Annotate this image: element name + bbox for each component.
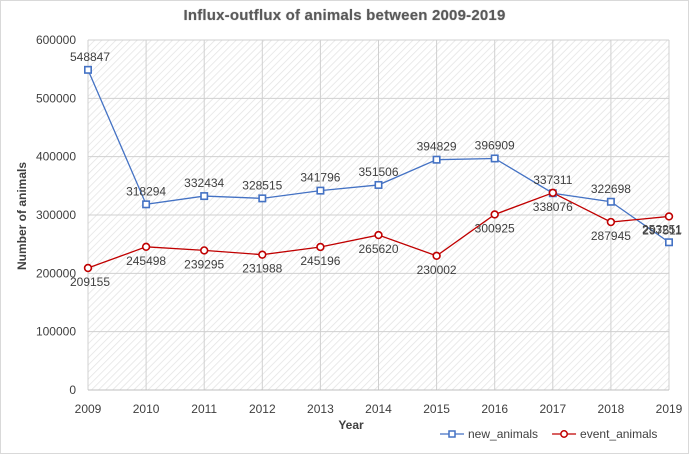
data-label: 230002 <box>417 263 457 277</box>
data-point-event_animals <box>316 242 325 252</box>
data-point-event_animals <box>664 212 674 221</box>
data-point-event_animals <box>374 230 383 240</box>
data-point-event_animals <box>490 210 499 219</box>
x-tick-label: 2010 <box>133 402 160 416</box>
data-label: 332434 <box>184 176 224 190</box>
data-point-new_animals <box>490 154 499 163</box>
x-tick-label: 2015 <box>423 402 450 416</box>
x-tick-label: 2012 <box>249 402 276 416</box>
legend-marker <box>448 430 456 438</box>
data-labels: 548847 318294 332434 328515 341796 351506 3948… <box>70 50 682 289</box>
legend: new_animals event_animals <box>440 427 657 441</box>
data-label: 209155 <box>70 275 110 289</box>
y-axis-ticks: 0 100000 200000 300000 400000 500000 600000 <box>36 33 76 397</box>
data-point-event_animals <box>606 217 616 227</box>
data-label: 318294 <box>126 184 166 198</box>
data-label: 337311 <box>533 173 572 187</box>
y-tick-label: 0 <box>69 383 76 397</box>
x-axis-ticks: 2009 2010 2011 2012 2013 2014 2015 2016 2017 2018… <box>75 402 683 416</box>
series-markers <box>83 65 674 273</box>
data-label: 245498 <box>126 254 166 268</box>
data-label: 394829 <box>417 140 457 154</box>
data-point-new_animals <box>316 186 325 195</box>
y-tick-label: 200000 <box>36 266 76 280</box>
y-tick-label: 400000 <box>36 150 76 164</box>
data-point-new_animals <box>200 192 209 201</box>
data-point-new_animals <box>606 197 615 206</box>
x-tick-label: 2018 <box>598 402 625 416</box>
y-tick-label: 300000 <box>36 208 76 222</box>
data-label: 231988 <box>242 262 282 276</box>
data-point-event_animals <box>548 188 557 197</box>
data-label: 322698 <box>591 182 631 196</box>
data-point-new_animals <box>84 65 93 74</box>
x-tick-label: 2019 <box>656 402 683 416</box>
data-point-new_animals <box>432 155 441 164</box>
chart-title: Influx-outflux of animals between 2009-2… <box>183 7 506 24</box>
data-point-event_animals <box>432 251 441 261</box>
legend-marker <box>560 430 568 438</box>
data-label: 396909 <box>475 138 515 152</box>
data-point-new_animals <box>374 180 383 189</box>
gridlines <box>87 39 670 391</box>
data-point-event_animals <box>83 263 93 273</box>
data-label: 253251 <box>642 222 682 236</box>
data-point-new_animals <box>142 200 151 209</box>
data-label: 300925 <box>475 221 515 235</box>
data-label: 265620 <box>358 242 398 256</box>
x-tick-label: 2016 <box>481 402 508 416</box>
data-label: 297511 <box>642 223 681 237</box>
y-tick-label: 600000 <box>36 33 76 47</box>
data-label: 338076 <box>533 200 573 214</box>
x-tick-label: 2017 <box>539 402 566 416</box>
y-tick-label: 100000 <box>36 325 76 339</box>
data-point-new_animals <box>258 194 267 203</box>
legend-label: new_animals <box>468 427 538 441</box>
data-label: 341796 <box>300 171 340 185</box>
x-tick-label: 2014 <box>365 402 392 416</box>
data-point-event_animals <box>258 250 267 259</box>
x-tick-label: 2011 <box>191 402 217 416</box>
y-axis-title: Number of animals <box>15 162 29 270</box>
x-tick-label: 2009 <box>75 402 102 416</box>
data-label: 548847 <box>70 50 110 64</box>
x-axis-title: Year <box>338 418 364 432</box>
data-label: 287945 <box>591 229 631 243</box>
data-label: 245196 <box>300 254 340 268</box>
data-label: 328515 <box>242 178 282 192</box>
data-label: 239295 <box>184 257 224 271</box>
legend-label: event_animals <box>580 427 657 441</box>
data-point-event_animals <box>200 246 209 255</box>
data-label: 351506 <box>358 165 398 179</box>
data-point-event_animals <box>141 242 151 251</box>
data-point-new_animals <box>664 238 673 247</box>
x-tick-label: 2013 <box>307 402 334 416</box>
y-tick-label: 500000 <box>36 91 76 105</box>
